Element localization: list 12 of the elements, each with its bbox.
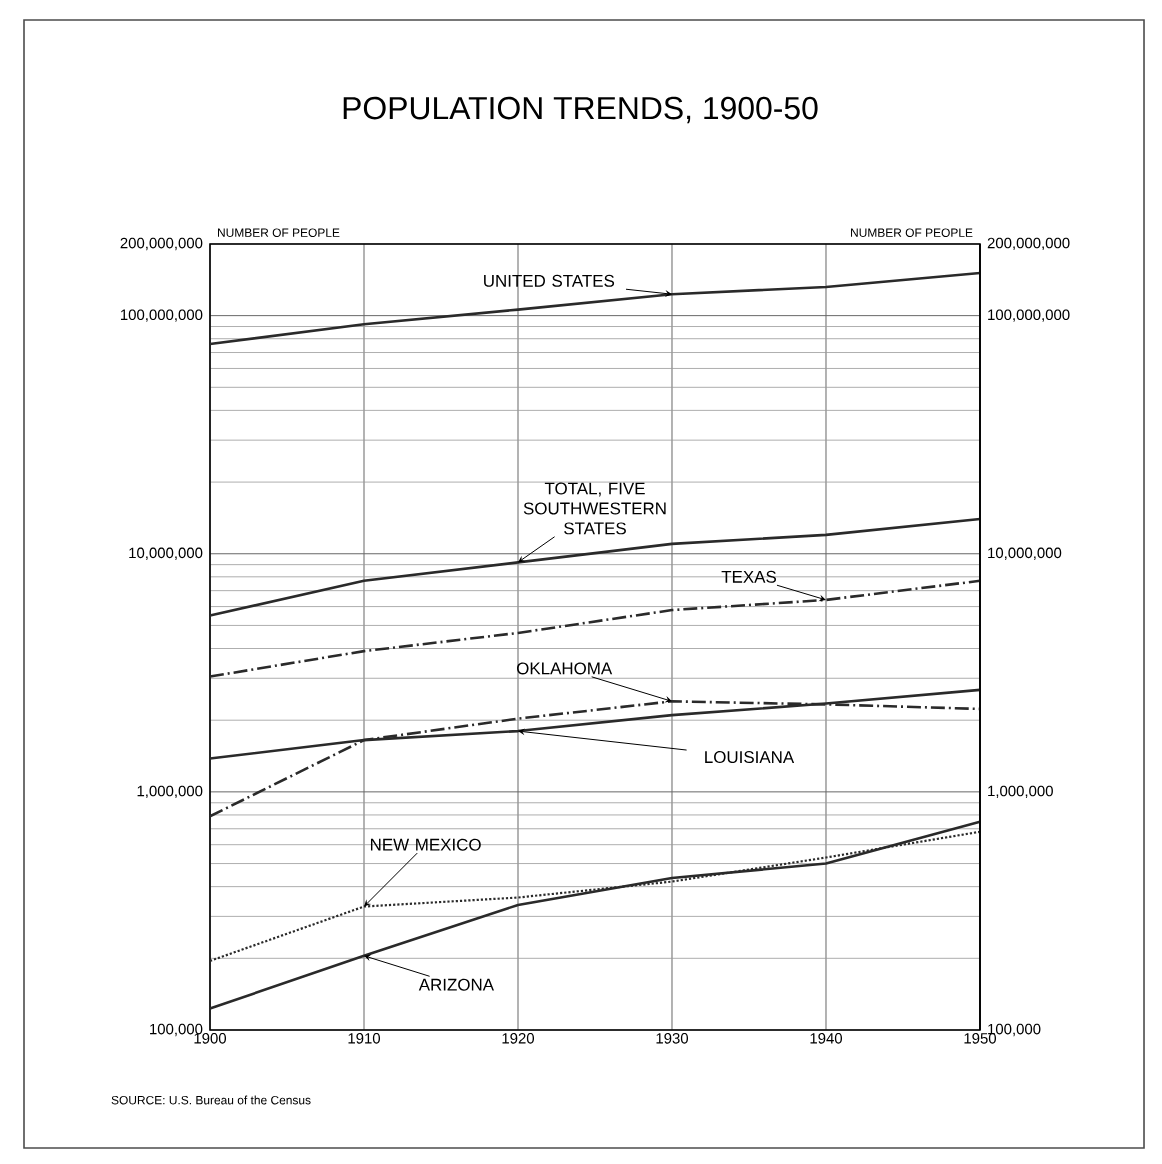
text: NEW MEXICO bbox=[370, 838, 481, 851]
series-label: OKLAHOMA bbox=[517, 662, 613, 675]
chart-title: POPULATION TRENDS, 1900-50 bbox=[343, 96, 818, 124]
line-series bbox=[208, 820, 982, 1010]
text: ARIZONA bbox=[418, 978, 494, 991]
series-label: TOTAL, FIVE SOUTHWESTERN STATES bbox=[523, 482, 666, 535]
line-series bbox=[208, 271, 982, 346]
text: LOUISIANA bbox=[705, 751, 795, 764]
series-label: TEXAS bbox=[721, 570, 776, 583]
series-label: UNITED STATES bbox=[484, 274, 615, 287]
line-series bbox=[208, 579, 982, 678]
line-series bbox=[208, 517, 982, 617]
